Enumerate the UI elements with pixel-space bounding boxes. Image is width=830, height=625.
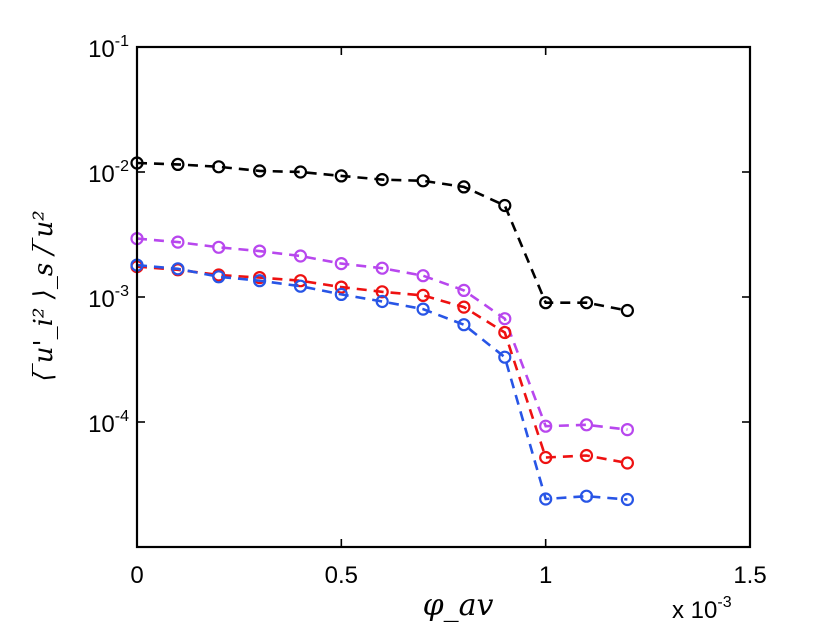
point-black-6 — [375, 173, 389, 187]
y-axis-label: ⟨ ̅u'_i² ⟩_s / ̅u² — [29, 210, 59, 381]
point-purple-6 — [375, 261, 389, 275]
y-tick-label-1: 10-2 — [88, 158, 129, 188]
point-red-4 — [293, 274, 308, 288]
point-purple-9 — [498, 312, 512, 326]
point-red-10 — [539, 450, 553, 465]
x-axis-multiplier-base: x 10 — [672, 597, 717, 624]
point-purple-7 — [416, 269, 430, 283]
point-purple-11 — [579, 418, 594, 432]
point-blue-12 — [620, 492, 635, 507]
point-black-5 — [334, 169, 348, 183]
point-black-12 — [620, 303, 635, 318]
x-tick-label-2: 1 — [539, 562, 552, 589]
point-red-11 — [579, 448, 594, 463]
point-blue-6 — [375, 294, 389, 309]
point-purple-1 — [171, 235, 185, 249]
point-purple-8 — [457, 283, 471, 297]
point-black-4 — [293, 165, 308, 179]
y-tick-label-0: 10-1 — [88, 33, 129, 63]
point-purple-5 — [334, 257, 348, 271]
point-purple-3 — [253, 244, 267, 258]
x-axis-multiplier-exp: -3 — [717, 594, 731, 611]
point-blue-2 — [212, 270, 226, 284]
series-line-purple — [136, 237, 628, 431]
point-red-6 — [375, 285, 389, 299]
point-blue-4 — [293, 279, 308, 293]
point-black-2 — [212, 160, 226, 174]
point-red-5 — [334, 280, 348, 294]
x-tick-label-0: 0 — [130, 562, 143, 589]
point-purple-4 — [293, 249, 308, 263]
x-tick-label-1: 0.5 — [325, 562, 358, 589]
point-blue-5 — [334, 287, 348, 301]
series-line-red — [136, 265, 628, 465]
point-black-10 — [539, 296, 553, 310]
x-axis-label: φ_av — [423, 588, 494, 623]
point-black-8 — [457, 180, 471, 194]
y-axis-label-group: ⟨ ̅u'_i² ⟩_s / ̅u² — [29, 210, 59, 381]
point-black-7 — [416, 174, 430, 188]
point-blue-8 — [457, 318, 471, 332]
point-blue-10 — [539, 492, 553, 506]
point-black-3 — [253, 164, 267, 178]
point-red-7 — [416, 288, 430, 302]
series-layer — [130, 156, 635, 507]
x-tick-labels: 0 0.5 1 1.5 — [130, 562, 766, 589]
point-black-11 — [579, 296, 594, 310]
series-line-black — [136, 161, 628, 312]
ticks-layer — [136, 46, 751, 547]
y-tick-labels: 10-1 10-2 10-3 10-4 — [88, 33, 129, 438]
point-purple-12 — [620, 423, 635, 437]
x-axis-multiplier: x 10-3 — [672, 594, 732, 624]
y-tick-label-3: 10-4 — [88, 408, 129, 438]
point-red-9 — [498, 325, 512, 340]
y-tick-label-2: 10-3 — [88, 283, 129, 313]
point-purple-10 — [539, 419, 553, 433]
x-tick-label-3: 1.5 — [733, 562, 766, 589]
point-blue-9 — [498, 350, 512, 364]
point-red-8 — [457, 300, 471, 314]
point-black-1 — [171, 157, 185, 171]
point-purple-2 — [212, 240, 226, 254]
point-black-9 — [498, 198, 512, 213]
point-red-12 — [620, 456, 635, 470]
series-line-blue — [136, 263, 628, 501]
point-blue-1 — [171, 262, 185, 276]
point-blue-3 — [253, 274, 267, 288]
point-blue-11 — [579, 489, 594, 503]
point-blue-7 — [416, 302, 430, 316]
